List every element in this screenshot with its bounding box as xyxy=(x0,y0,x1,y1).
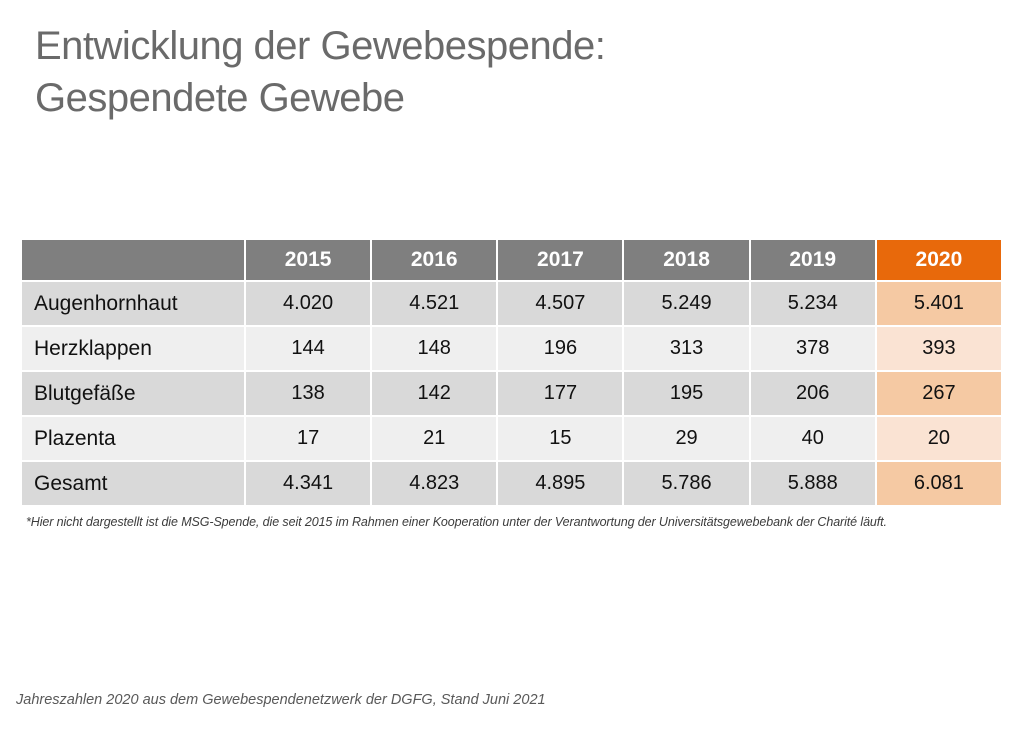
value-cell: 206 xyxy=(750,372,875,415)
year-header-2018: 2018 xyxy=(624,240,749,280)
title-line-2: Gespendete Gewebe xyxy=(35,76,405,120)
year-header-2020-highlighted: 2020 xyxy=(876,240,1001,280)
value-cell: 196 xyxy=(498,327,623,370)
value-cell: 4.507 xyxy=(498,282,623,325)
value-cell: 15 xyxy=(498,417,623,460)
value-cell: 29 xyxy=(624,417,749,460)
value-cell: 4.020 xyxy=(246,282,371,325)
value-cell-highlighted: 20 xyxy=(876,417,1001,460)
page-title: Entwicklung der Gewebespende: Gespendete… xyxy=(35,20,995,124)
year-header-2016: 2016 xyxy=(372,240,497,280)
row-label: Plazenta xyxy=(22,417,244,460)
value-cell: 17 xyxy=(246,417,371,460)
table-corner-cell xyxy=(22,240,244,280)
year-header-2017: 2017 xyxy=(498,240,623,280)
value-cell: 4.895 xyxy=(498,462,623,505)
row-label: Blutgefäße xyxy=(22,372,244,415)
table-footnote: *Hier nicht dargestellt ist die MSG-Spen… xyxy=(26,515,887,529)
year-header-2019: 2019 xyxy=(750,240,875,280)
value-cell: 5.786 xyxy=(624,462,749,505)
value-cell: 148 xyxy=(372,327,497,370)
value-cell: 142 xyxy=(372,372,497,415)
value-cell-highlighted: 267 xyxy=(876,372,1001,415)
year-header-2015: 2015 xyxy=(246,240,371,280)
value-cell: 4.341 xyxy=(246,462,371,505)
value-cell: 5.249 xyxy=(624,282,749,325)
value-cell: 5.234 xyxy=(750,282,875,325)
value-cell: 4.823 xyxy=(372,462,497,505)
value-cell: 5.888 xyxy=(750,462,875,505)
value-cell: 177 xyxy=(498,372,623,415)
value-cell-highlighted: 5.401 xyxy=(876,282,1001,325)
value-cell: 195 xyxy=(624,372,749,415)
value-cell: 4.521 xyxy=(372,282,497,325)
title-line-1: Entwicklung der Gewebespende: xyxy=(35,24,606,68)
row-label: Augenhornhaut xyxy=(22,282,244,325)
value-cell: 21 xyxy=(372,417,497,460)
value-cell: 138 xyxy=(246,372,371,415)
value-cell-highlighted: 393 xyxy=(876,327,1001,370)
value-cell: 313 xyxy=(624,327,749,370)
donation-table: 2015 2016 2017 2018 2019 2020 Augenhornh… xyxy=(22,240,1001,505)
value-cell: 378 xyxy=(750,327,875,370)
source-caption: Jahreszahlen 2020 aus dem Gewebespendene… xyxy=(16,692,546,708)
row-label: Gesamt xyxy=(22,462,244,505)
value-cell: 40 xyxy=(750,417,875,460)
row-label: Herzklappen xyxy=(22,327,244,370)
value-cell-highlighted: 6.081 xyxy=(876,462,1001,505)
value-cell: 144 xyxy=(246,327,371,370)
